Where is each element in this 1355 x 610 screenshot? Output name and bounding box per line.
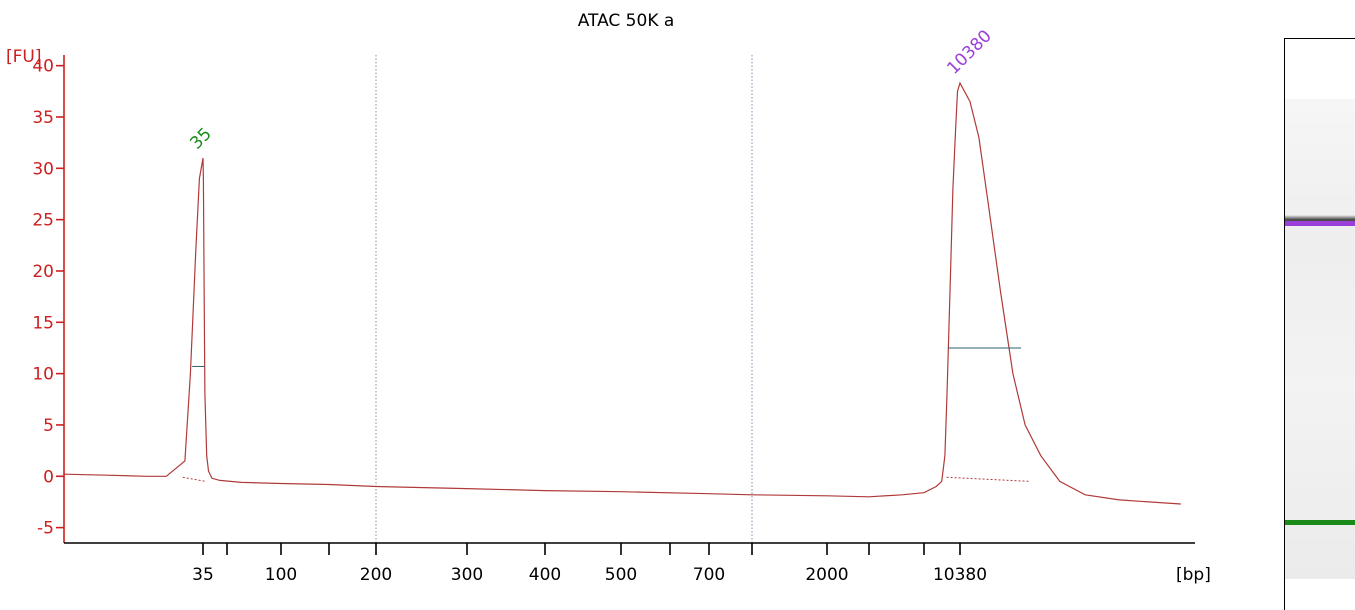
electropherogram-chart: ATAC 50K a [FU] [bp] 35 10380 -5 0 5 10 15 20 2… <box>6 11 1211 585</box>
peak-width-lines <box>192 347 1022 367</box>
x-tick-label: 2000 <box>805 565 848 585</box>
y-axis-ticks: -5 0 5 10 15 20 25 30 35 40 <box>32 57 64 539</box>
peak-baseline <box>182 476 206 482</box>
chart-title: ATAC 50K a <box>578 11 675 31</box>
gel-lane <box>1285 99 1355 579</box>
y-tick-label: 5 <box>43 416 54 436</box>
y-tick-label: 25 <box>32 211 54 231</box>
y-tick-label: -5 <box>37 519 54 539</box>
x-tick-label: 500 <box>605 565 637 585</box>
y-tick-label: 40 <box>32 57 54 77</box>
y-tick-label: 10 <box>32 365 54 385</box>
gel-image-panel <box>1284 38 1355 610</box>
peak-label: 35 <box>186 124 215 153</box>
y-tick-label: 15 <box>32 313 54 333</box>
gel-band-shadow <box>1285 215 1355 223</box>
x-tick-label: 200 <box>360 565 392 585</box>
series-line <box>63 81 1181 505</box>
dotted-markers <box>375 55 753 543</box>
x-tick-label: 300 <box>451 565 483 585</box>
axes <box>63 55 1195 544</box>
y-tick-label: 0 <box>43 467 54 487</box>
gel-band-lower <box>1285 520 1355 525</box>
x-tick-label: 10380 <box>933 565 987 585</box>
gel-band-upper <box>1285 221 1355 226</box>
x-tick-label: 35 <box>192 565 214 585</box>
peak-baseline <box>946 476 1031 482</box>
peak-label: 10380 <box>943 26 995 78</box>
x-axis-ticks: 35 100 200 300 400 500 700 2000 10380 <box>192 543 987 585</box>
y-axis-label: [FU] <box>6 47 42 67</box>
y-tick-label: 30 <box>32 159 54 179</box>
data-series <box>63 81 1181 505</box>
x-axis-label: [bp] <box>1176 565 1211 585</box>
y-tick-label: 35 <box>32 108 54 128</box>
x-tick-label: 100 <box>265 565 297 585</box>
peak-baselines <box>182 476 1031 482</box>
peak-labels: 35 10380 <box>186 26 995 153</box>
x-tick-label: 400 <box>529 565 561 585</box>
y-tick-label: 20 <box>32 262 54 282</box>
x-tick-label: 700 <box>693 565 725 585</box>
